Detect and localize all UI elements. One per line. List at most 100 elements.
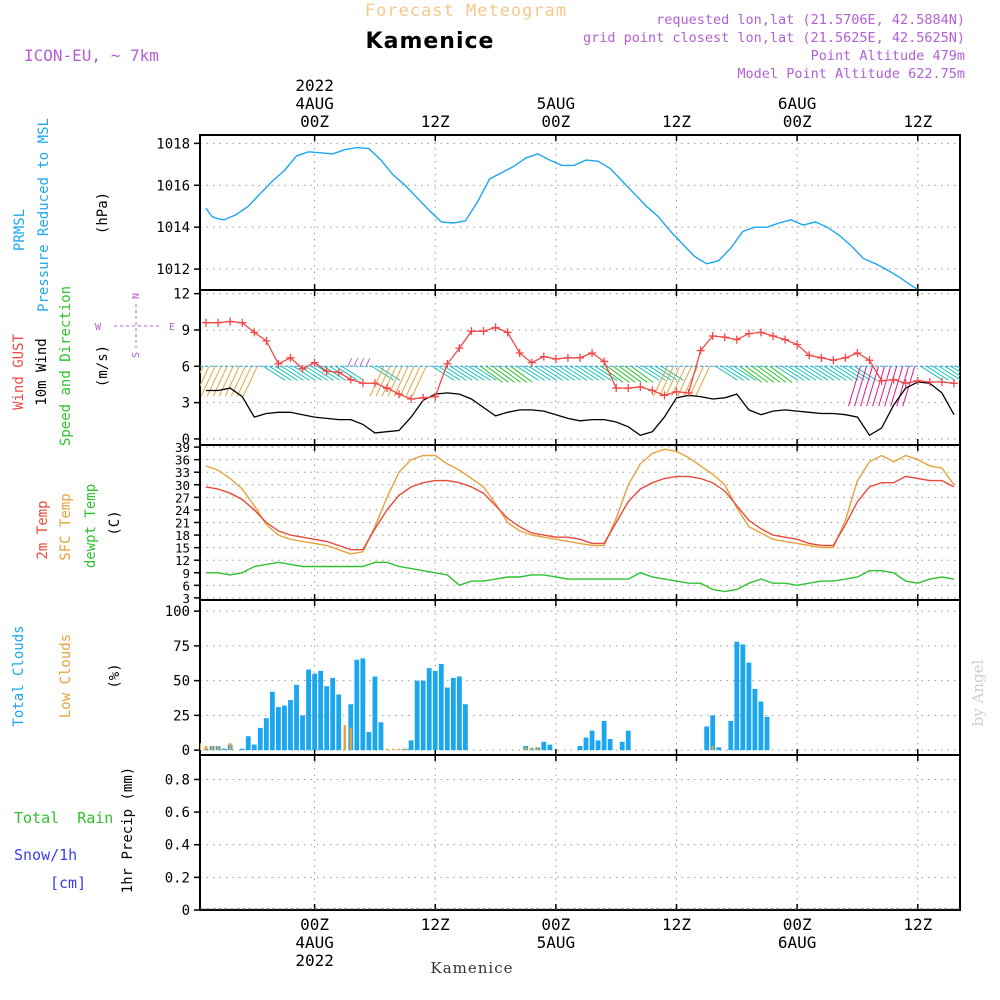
- wind-barb: [721, 365, 745, 381]
- y-tick-label-2: 50: [173, 674, 190, 690]
- date-label-top-0: 4AUG: [295, 94, 334, 113]
- total-cloud-bar: [312, 673, 318, 751]
- time-label-top-0: 00Z: [300, 112, 329, 131]
- wind-barb: [817, 365, 841, 381]
- total-cloud-bar: [282, 705, 287, 751]
- gust-marker: [612, 384, 621, 393]
- low-cloud-bar: [204, 745, 208, 751]
- y-tick-label-2: 0.4: [165, 838, 190, 854]
- gust-marker: [889, 375, 898, 384]
- point-altitude: Point Altitude 479m: [811, 48, 965, 64]
- gust-marker: [853, 348, 862, 357]
- model-label: ICON-EU, ~ 7km: [24, 46, 159, 65]
- wind-barb: [405, 366, 421, 397]
- date-label-bottom-1: 5AUG: [537, 933, 576, 952]
- total-cloud-bar: [577, 745, 583, 751]
- pressure-line: [205, 146, 921, 290]
- y-tick-label-11: 36: [175, 453, 190, 468]
- y-tick-label-2: 9: [182, 566, 190, 581]
- gust-marker: [696, 346, 705, 355]
- location-title: Kamenice: [366, 29, 495, 54]
- watermark: by Angel: [969, 659, 987, 726]
- time-label-bottom-2: 00Z: [541, 915, 570, 934]
- total-cloud-bar: [595, 740, 601, 751]
- low-cloud-bar: [536, 747, 539, 751]
- total-cloud-bar: [607, 739, 613, 751]
- total-cloud-bar: [420, 680, 426, 751]
- wind-barb: [781, 365, 805, 381]
- time-label-top-4: 00Z: [783, 112, 812, 131]
- time-label-top-5: 12Z: [903, 112, 932, 131]
- wind-barb: [824, 365, 847, 381]
- legend-ms-unit: (m/s): [95, 345, 111, 387]
- low-cloud-bar: [349, 727, 352, 751]
- legend-celsius-unit: (C): [107, 510, 123, 535]
- gust-marker: [781, 335, 790, 344]
- wind-barb: [665, 366, 680, 397]
- total-cloud-bar: [221, 748, 227, 751]
- gust-marker: [551, 355, 560, 364]
- gust-marker: [817, 353, 826, 362]
- time-label-bottom-3: 12Z: [662, 915, 691, 934]
- total-cloud-bar: [746, 662, 752, 751]
- y-tick-label-1: 25: [173, 708, 190, 724]
- gust-marker: [419, 393, 428, 402]
- footer-location: Kamenice: [431, 959, 514, 977]
- title-forecast-meteogram: Forecast Meteogram: [365, 1, 567, 21]
- gust-marker: [793, 340, 802, 349]
- gust-marker: [274, 359, 283, 368]
- total-cloud-bar: [324, 686, 330, 751]
- wind-barb: [206, 366, 222, 397]
- wind-barb: [695, 366, 711, 397]
- sfc-temp-line: [205, 448, 955, 555]
- wind-barb: [606, 365, 630, 383]
- total-cloud-bar: [541, 741, 547, 751]
- wind-barb: [733, 365, 757, 381]
- wind-barb: [799, 365, 823, 381]
- wind-barb: [444, 365, 467, 381]
- low-cloud-bar: [397, 748, 401, 751]
- wind-barb: [659, 366, 674, 397]
- total-cloud-bar: [734, 641, 740, 751]
- gust-marker: [443, 359, 452, 368]
- gust-marker: [515, 348, 524, 357]
- total-cloud-bar: [257, 727, 263, 751]
- time-label-top-2: 00Z: [541, 112, 570, 131]
- wind-barb: [854, 366, 867, 407]
- wind-barb: [293, 365, 316, 381]
- year-label-bottom: 2022: [295, 951, 334, 970]
- time-axis-top: 00Z 12Z 00Z 12Z 00Z 12Z 4AUG 5AUG 6AUG 2022: [295, 76, 932, 131]
- total-cloud-bar: [619, 741, 625, 751]
- gust-marker: [769, 332, 778, 341]
- wind-barb: [450, 365, 473, 381]
- gust-marker: [865, 356, 874, 365]
- y-tick-label-2: 1016: [156, 178, 190, 194]
- wind-barb: [847, 366, 861, 407]
- total-cloud-bar: [378, 722, 384, 751]
- panel-frame: [199, 754, 961, 911]
- gust-marker: [286, 353, 295, 362]
- wind-barb: [474, 365, 497, 381]
- wind-barb: [860, 366, 874, 407]
- y-tick-label-7: 24: [175, 503, 190, 518]
- legend-speed-direction: Speed and Direction: [58, 286, 74, 446]
- gust-marker: [395, 390, 404, 399]
- plot-area: [200, 641, 770, 751]
- gust-marker: [720, 333, 729, 342]
- gust-marker: [358, 379, 367, 388]
- wind-barb: [218, 366, 234, 397]
- y-tick-label-1: 6: [182, 578, 190, 593]
- gust-marker: [684, 388, 693, 397]
- wind-barb: [387, 366, 403, 397]
- compass-w: W: [95, 322, 102, 333]
- low-cloud-bar: [216, 745, 220, 751]
- plot-area: [200, 317, 960, 437]
- compass-e: E: [169, 322, 175, 333]
- gust-marker: [503, 328, 512, 337]
- total-cloud-bar: [414, 680, 420, 751]
- wind-barb: [399, 366, 415, 397]
- gust-marker: [937, 378, 946, 387]
- gust-marker: [298, 364, 307, 373]
- gust-marker: [370, 379, 379, 388]
